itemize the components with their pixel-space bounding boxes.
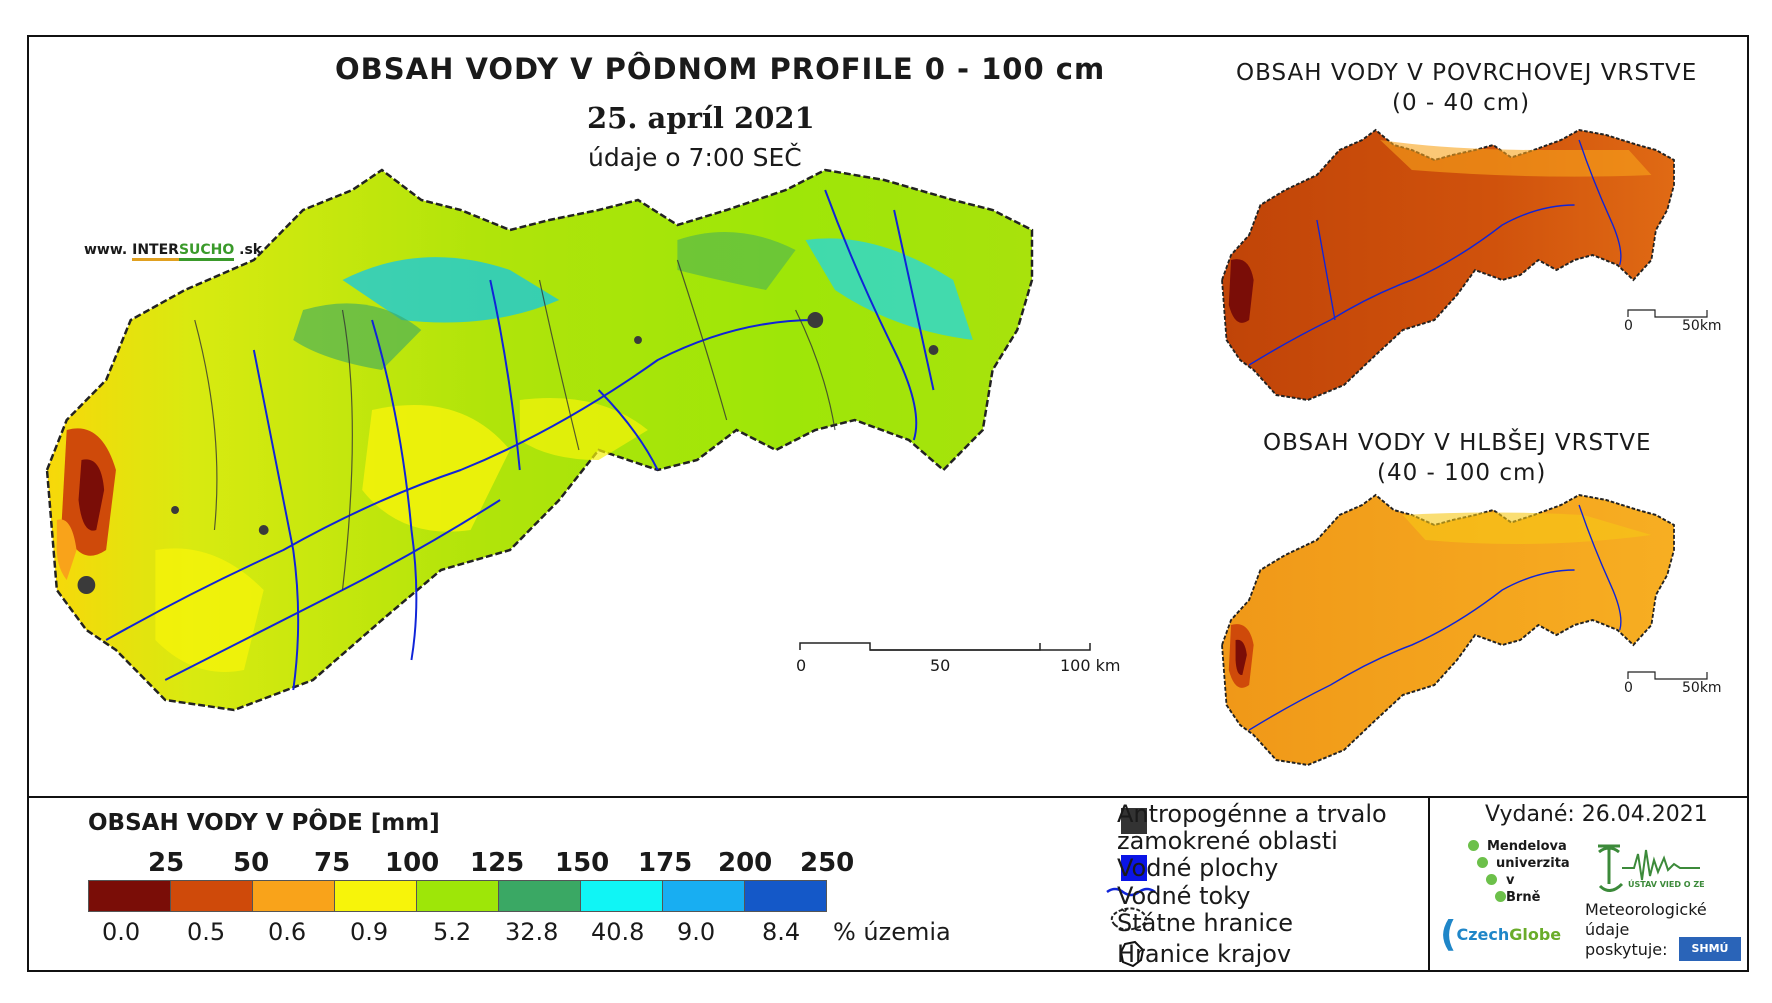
water-areas-key-label: Vodné plochy [1117, 854, 1279, 882]
meteo-line-2: údaje [1585, 920, 1630, 939]
ustav-text: ÚSTAV VIED O ZEMI [1628, 878, 1704, 889]
surface-scale-0: 0 [1624, 318, 1633, 334]
meteo-line-1: Meteorologické [1585, 900, 1707, 919]
surface-map-subtitle: (0 - 40 cm) [1392, 90, 1531, 116]
surface-scale-50: 50km [1682, 318, 1722, 334]
main-map-title: OBSAH VODY V PÔDNOM PROFILE 0 - 100 cm [335, 52, 1106, 86]
website-prefix: www. [84, 242, 133, 258]
divider-vertical [1428, 796, 1430, 972]
legend-swatch-4 [416, 880, 499, 912]
deep-moisture-map [1221, 494, 1675, 766]
czechglobe-logo: (CzechGlobe [1440, 914, 1562, 955]
deep-scale-50: 50km [1682, 680, 1722, 696]
deep-map-title: OBSAH VODY V HLBŠEJ VRSTVE [1263, 430, 1652, 456]
legend-percent: 32.8 [505, 918, 559, 946]
main-scale-bar [799, 642, 1091, 651]
ustav-vied-o-zemi-logo: ÚSTAV VIED O ZEMI [1598, 844, 1704, 892]
state-border-key [1110, 907, 1148, 931]
deep-scale-0: 0 [1624, 680, 1633, 696]
surface-scale-bar [1627, 309, 1708, 318]
main-scale-100: 100 km [1060, 656, 1121, 675]
legend-percent: 5.2 [433, 918, 472, 946]
website-part1: INTER [132, 242, 179, 261]
legend-swatch-3 [334, 880, 417, 912]
deep-scale-bar [1627, 671, 1708, 680]
legend-swatch-5 [498, 880, 581, 912]
legend-threshold: 125 [470, 848, 525, 878]
water-areas-key-swatch [1121, 855, 1147, 881]
legend-threshold: 100 [385, 848, 440, 878]
state-border-key-label: Štátne hranice [1117, 909, 1293, 937]
main-scale-0: 0 [796, 656, 807, 675]
legend-percent: 40.8 [591, 918, 645, 946]
main-map-date: 25. apríl 2021 [587, 101, 815, 135]
legend-percent: 0.6 [268, 918, 307, 946]
legend-threshold: 25 [148, 848, 185, 878]
mendel-line-1: Mendelova [1487, 839, 1567, 854]
website-label[interactable]: www. INTERSUCHO .sk [84, 242, 263, 261]
legend-percent: 0.5 [187, 918, 226, 946]
czechglobe-text-b: Globe [1509, 925, 1562, 944]
website-part2: SUCHO [178, 242, 235, 261]
main-map-data-time: údaje o 7:00 SEČ [588, 143, 802, 172]
anthropogenic-key-label-2: zamokrené oblasti [1117, 827, 1338, 855]
legend-threshold: 250 [800, 848, 855, 878]
region-border-key-label: Hranice krajov [1117, 940, 1292, 968]
anthropogenic-key-label-1: Antropogénne a trvalo [1117, 800, 1387, 828]
legend-percent-unit: % územia [833, 918, 951, 946]
water-streams-key-label: Vodné toky [1117, 882, 1251, 910]
legend-threshold: 75 [314, 848, 351, 878]
legend-threshold: 150 [555, 848, 610, 878]
legend-percent: 8.4 [762, 918, 801, 946]
mendel-line-3: v Brně [1506, 873, 1541, 905]
legend-percent: 0.0 [102, 918, 141, 946]
meteo-line-3: poskytuje: [1585, 940, 1668, 959]
legend-percent: 0.9 [350, 918, 389, 946]
czechglobe-text-a: Czech [1456, 925, 1510, 944]
legend-swatch-0 [88, 880, 171, 912]
meteo-credit: Meteorologické údaje poskytuje: [1585, 900, 1707, 960]
shmu-logo: SHMÚ [1679, 937, 1741, 961]
legend-threshold: 50 [233, 848, 270, 878]
website-suffix: .sk [234, 242, 263, 258]
legend-percent: 9.0 [677, 918, 716, 946]
legend-swatch-2 [252, 880, 335, 912]
mendel-line-2: univerzita [1496, 856, 1570, 871]
stream-key-line [1106, 887, 1156, 897]
surface-map-title: OBSAH VODY V POVRCHOVEJ VRSTVE [1236, 60, 1698, 86]
legend-threshold: 200 [718, 848, 773, 878]
legend-swatch-1 [170, 880, 253, 912]
legend-swatch-8 [744, 880, 827, 912]
anthropogenic-key-swatch [1121, 808, 1147, 834]
deep-map-subtitle: (40 - 100 cm) [1377, 460, 1547, 486]
main-scale-50: 50 [930, 656, 951, 675]
issued-date: Vydané: 26.04.2021 [1485, 802, 1708, 827]
main-moisture-map [45, 168, 1034, 712]
surface-moisture-map [1221, 129, 1675, 401]
legend-swatch-6 [580, 880, 663, 912]
region-border-key [1119, 940, 1145, 968]
legend-swatch-7 [662, 880, 745, 912]
legend-title: OBSAH VODY V PÔDE [mm] [88, 810, 440, 836]
divider-horizontal [27, 796, 1749, 798]
legend-threshold: 175 [638, 848, 693, 878]
